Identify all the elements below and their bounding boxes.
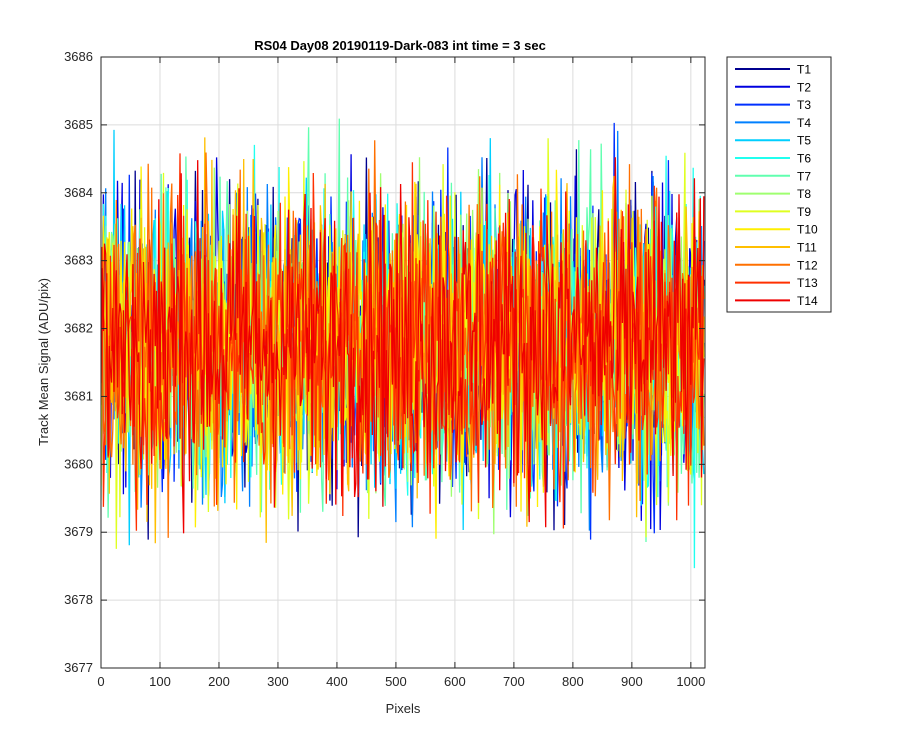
series-line-t14 bbox=[101, 157, 705, 534]
legend-label-t2: T2 bbox=[797, 80, 811, 94]
series-line-t13 bbox=[101, 153, 705, 531]
x-tick-label: 200 bbox=[208, 674, 230, 689]
legend-label-t4: T4 bbox=[797, 116, 811, 130]
legend: T1 T2 T3 T4 T5 T6 T7 T8 T9 T10 T11 T12 T13 T14 bbox=[726, 56, 832, 313]
x-tick-label: 1000 bbox=[676, 674, 705, 689]
series-lines bbox=[101, 118, 705, 569]
axis-ticks: 0 100 200 300 400 500 600 700 800 900 1000 3677 3678… bbox=[64, 49, 705, 689]
legend-label-t6: T6 bbox=[797, 152, 811, 166]
legend-box bbox=[726, 56, 832, 313]
y-tick-label: 3679 bbox=[64, 524, 93, 539]
axes-box bbox=[100, 56, 706, 669]
legend-label-t1: T1 bbox=[797, 63, 811, 77]
x-tick-label: 900 bbox=[621, 674, 643, 689]
x-tick-label: 700 bbox=[503, 674, 525, 689]
legend-label-t11: T11 bbox=[797, 241, 817, 255]
legend-label-t13: T13 bbox=[797, 276, 818, 290]
y-tick-label: 3685 bbox=[64, 117, 93, 132]
y-tick-label: 3684 bbox=[64, 185, 93, 200]
legend-label-t10: T10 bbox=[797, 223, 818, 237]
y-tick-label: 3681 bbox=[64, 388, 93, 403]
x-tick-label: 600 bbox=[444, 674, 466, 689]
legend-label-t8: T8 bbox=[797, 187, 811, 201]
x-tick-label: 400 bbox=[326, 674, 348, 689]
legend-label-t12: T12 bbox=[797, 258, 818, 272]
legend-label-t5: T5 bbox=[797, 134, 811, 148]
chart-title: RS04 Day08 20190119-Dark-083 int time = … bbox=[254, 38, 546, 53]
legend-label-t14: T14 bbox=[797, 294, 818, 308]
x-tick-label: 0 bbox=[97, 674, 104, 689]
legend-label-t7: T7 bbox=[797, 169, 811, 183]
x-tick-label: 800 bbox=[562, 674, 584, 689]
legend-label-t3: T3 bbox=[797, 98, 811, 112]
y-tick-label: 3677 bbox=[64, 660, 93, 675]
legend-label-t9: T9 bbox=[797, 205, 811, 219]
y-axis-label: Track Mean Signal (ADU/pix) bbox=[36, 278, 51, 446]
y-tick-label: 3683 bbox=[64, 253, 93, 268]
x-axis-label: Pixels bbox=[386, 701, 421, 716]
y-tick-label: 3680 bbox=[64, 456, 93, 471]
y-tick-label: 3682 bbox=[64, 321, 93, 336]
x-tick-label: 300 bbox=[267, 674, 289, 689]
x-tick-label: 100 bbox=[149, 674, 171, 689]
y-tick-label: 3678 bbox=[64, 592, 93, 607]
y-tick-label: 3686 bbox=[64, 49, 93, 64]
x-tick-label: 500 bbox=[385, 674, 407, 689]
